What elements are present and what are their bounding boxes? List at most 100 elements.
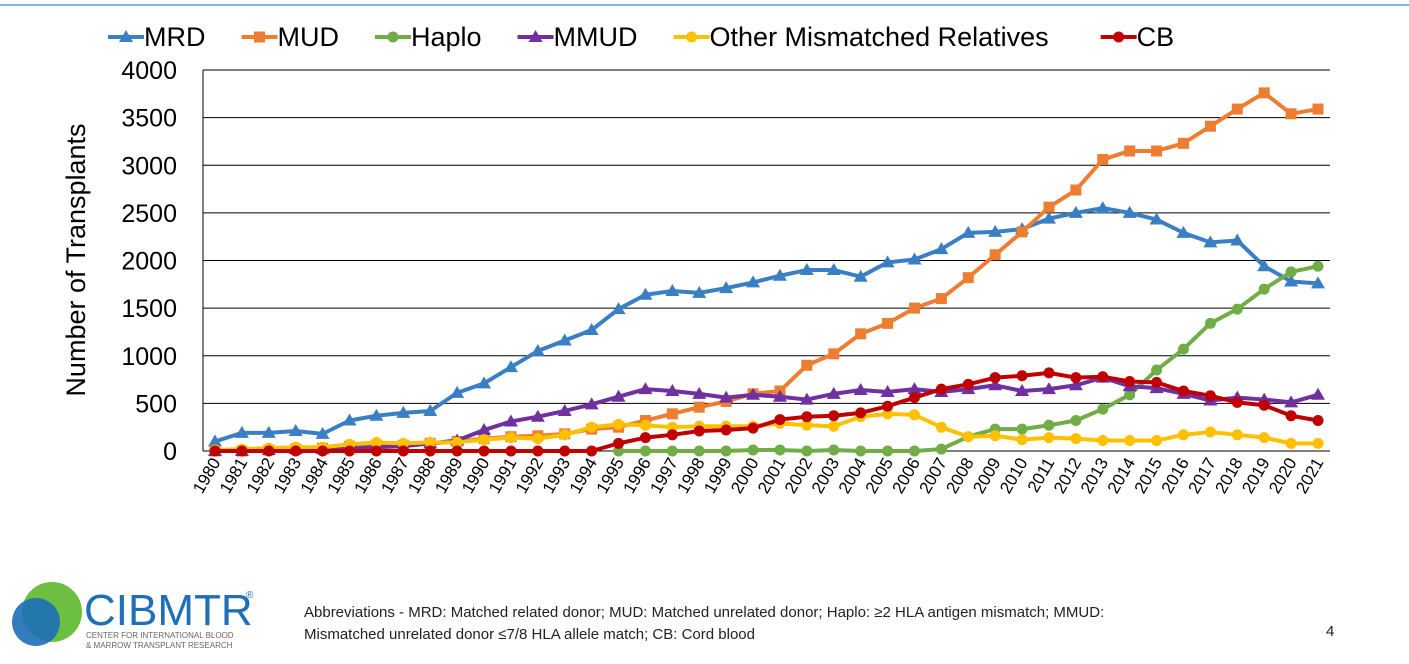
x-tick-label: 1993 xyxy=(539,455,574,497)
marker xyxy=(236,445,248,457)
marker xyxy=(559,445,571,457)
marker xyxy=(747,444,759,456)
marker xyxy=(344,445,356,457)
marker xyxy=(989,430,1001,442)
marker xyxy=(666,429,678,441)
x-tick-label: 1989 xyxy=(431,455,466,497)
x-tick-label: 1981 xyxy=(216,455,251,497)
legend-item: MRD xyxy=(108,22,206,52)
marker xyxy=(693,425,705,437)
marker xyxy=(1231,429,1243,441)
marker xyxy=(1311,387,1325,400)
marker xyxy=(370,436,382,448)
marker xyxy=(584,323,599,336)
marker xyxy=(1043,201,1055,213)
marker xyxy=(208,434,222,447)
logo-sub: & MARROW TRANSPLANT RESEARCH xyxy=(86,641,233,650)
marker xyxy=(686,31,698,43)
marker xyxy=(1312,437,1324,449)
marker xyxy=(639,419,651,431)
series-line xyxy=(214,206,1319,444)
marker xyxy=(1258,399,1270,411)
marker xyxy=(451,436,463,448)
marker xyxy=(1097,154,1109,166)
marker xyxy=(528,30,543,42)
marker xyxy=(209,445,221,457)
marker xyxy=(908,392,920,404)
marker xyxy=(613,445,625,457)
marker xyxy=(1311,276,1325,289)
x-tick-label: 1996 xyxy=(620,455,655,497)
marker xyxy=(1203,235,1218,248)
x-tick-label: 2002 xyxy=(781,455,816,497)
marker xyxy=(908,409,920,421)
marker xyxy=(666,445,678,457)
marker xyxy=(1097,371,1109,383)
series xyxy=(209,367,1324,457)
x-tick-label: 2012 xyxy=(1050,455,1085,497)
marker xyxy=(477,423,492,436)
marker xyxy=(1258,87,1270,99)
marker xyxy=(1095,201,1110,214)
marker xyxy=(1016,226,1028,238)
legend-label: MUD xyxy=(278,22,340,52)
marker xyxy=(478,445,490,457)
y-tick-label: 2500 xyxy=(121,200,177,228)
x-tick-label: 2000 xyxy=(727,455,762,497)
x-tick-label: 2021 xyxy=(1292,455,1327,497)
marker xyxy=(961,225,976,238)
marker xyxy=(1043,432,1055,444)
marker xyxy=(1124,435,1136,447)
marker xyxy=(693,445,705,457)
marker xyxy=(1177,429,1189,441)
marker xyxy=(828,410,840,422)
legend-item: MMUD xyxy=(517,22,638,52)
marker xyxy=(1016,434,1028,446)
x-tick-label: 1998 xyxy=(673,455,708,497)
marker xyxy=(1230,233,1245,246)
marker xyxy=(611,302,626,315)
marker xyxy=(315,426,330,439)
marker xyxy=(855,328,867,340)
series xyxy=(208,201,1325,447)
x-tick-label: 2018 xyxy=(1211,455,1246,497)
marker xyxy=(396,405,411,418)
y-tick-label: 3000 xyxy=(121,152,177,180)
marker xyxy=(1122,205,1137,218)
x-tick-label: 2008 xyxy=(942,455,977,497)
marker xyxy=(880,384,895,397)
marker xyxy=(387,31,399,43)
marker xyxy=(254,31,265,43)
marker xyxy=(119,30,133,42)
marker xyxy=(826,386,841,399)
marker xyxy=(988,224,1003,237)
legend-label: MRD xyxy=(144,22,206,52)
marker xyxy=(882,317,894,329)
marker xyxy=(559,429,571,441)
marker xyxy=(1176,225,1191,238)
x-tick-label: 2004 xyxy=(835,455,870,497)
marker xyxy=(1124,145,1136,157)
marker xyxy=(370,445,382,457)
marker xyxy=(772,268,787,281)
x-tick-label: 2014 xyxy=(1104,455,1139,497)
marker xyxy=(988,378,1003,391)
x-tick-label: 1985 xyxy=(324,455,359,497)
marker xyxy=(532,445,544,457)
marker xyxy=(611,389,626,402)
x-tick-label: 2019 xyxy=(1238,455,1273,497)
marker xyxy=(665,383,680,396)
marker xyxy=(855,445,867,457)
marker xyxy=(1151,435,1163,447)
x-tick-label: 1992 xyxy=(512,455,547,497)
x-tick-label: 1984 xyxy=(297,455,332,497)
marker xyxy=(1151,364,1163,376)
marker xyxy=(1204,317,1216,329)
legend-item: CB xyxy=(1100,22,1174,52)
marker xyxy=(639,432,651,444)
marker xyxy=(1149,212,1164,225)
marker xyxy=(1285,108,1297,120)
marker xyxy=(1041,211,1056,224)
x-tick-label: 2017 xyxy=(1184,455,1219,497)
